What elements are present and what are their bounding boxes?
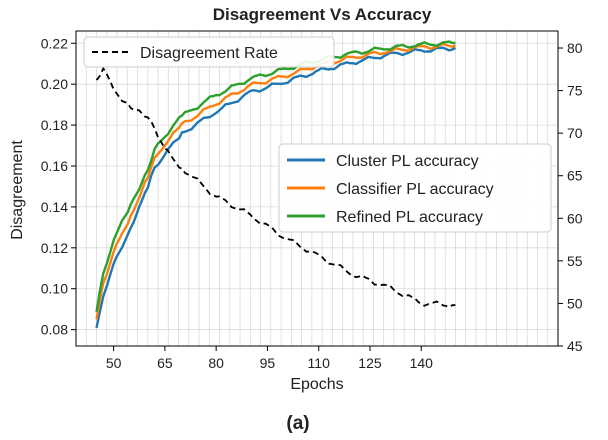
x-tick-label: 110 — [308, 355, 331, 371]
y-tick-label: 0.18 — [41, 117, 68, 133]
x-tick-label: 80 — [208, 355, 224, 371]
x-tick-label: 140 — [410, 355, 434, 371]
legend-disagreement: Disagreement Rate — [83, 36, 335, 68]
legend-label-classifier: Classifier PL accuracy — [336, 181, 494, 198]
y-axis-ticks: 0.08 0.10 0.12 0.14 0.16 0.18 0.20 0.22 — [41, 35, 76, 338]
y-tick-label: 0.20 — [41, 76, 68, 92]
x-tick-label: 125 — [358, 355, 382, 371]
legend-label-cluster: Cluster PL accuracy — [336, 153, 479, 170]
series-line-refined-pl-accuracy — [95, 40, 456, 312]
y2-tick-label: 65 — [567, 168, 583, 184]
y-tick-label: 0.22 — [41, 35, 68, 51]
x-tick-label: 50 — [106, 355, 122, 371]
legend-label-refined: Refined PL accuracy — [336, 209, 483, 226]
y2-tick-label: 75 — [567, 83, 583, 99]
y2-axis-ticks: 45 50 55 60 65 70 75 80 — [558, 40, 583, 354]
y2-tick-label: 50 — [567, 295, 583, 311]
y-tick-label: 0.16 — [41, 158, 68, 174]
series-lines — [95, 40, 456, 329]
x-axis-ticks: 50 65 80 95 110 125 140 — [106, 346, 433, 371]
series-line-classifier-pl-accuracy — [95, 42, 456, 320]
y-tick-label: 0.08 — [41, 322, 68, 338]
y2-tick-label: 80 — [567, 40, 583, 56]
chart-title: Disagreement Vs Accuracy — [213, 5, 432, 24]
series-line-cluster-pl-accuracy — [95, 46, 456, 329]
y2-tick-label: 60 — [567, 210, 583, 226]
legend-label-disagreement: Disagreement Rate — [140, 45, 278, 62]
series-line-disagreement-rate — [95, 67, 456, 308]
y2-tick-label: 45 — [567, 338, 583, 354]
y-tick-label: 0.12 — [41, 240, 68, 256]
legend-accuracy: Cluster PL accuracy Classifier PL accura… — [278, 143, 552, 233]
y-tick-label: 0.10 — [41, 281, 68, 297]
y-axis-label: Disagreement — [9, 140, 26, 240]
plot-frame — [75, 30, 559, 347]
y2-tick-label: 70 — [567, 125, 583, 141]
y2-tick-label: 55 — [567, 253, 583, 269]
panel-label: (a) — [286, 413, 309, 434]
x-tick-label: 95 — [260, 355, 276, 371]
y-tick-label: 0.14 — [41, 199, 68, 215]
x-axis-label: Epochs — [290, 376, 343, 393]
x-tick-label: 65 — [157, 355, 173, 371]
